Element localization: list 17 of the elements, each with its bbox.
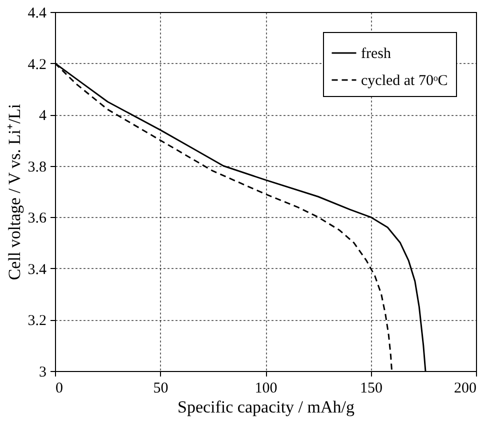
y-axis-title: Cell voltage / V vs. Li⁺/Li: [4, 104, 24, 280]
y-tick-label: 3: [39, 364, 46, 380]
y-tick-label: 4.4: [28, 6, 47, 22]
legend-label: cycled at 70ᵒC: [361, 73, 448, 89]
y-tick-label: 3.6: [28, 210, 47, 227]
y-tick-label: 3.2: [28, 313, 46, 330]
y-tick-label: 3.8: [28, 159, 46, 176]
y-tick-label: 3.4: [28, 262, 47, 278]
legend-label: fresh: [361, 46, 392, 62]
x-tick-label: 150: [360, 380, 382, 396]
x-tick-label: 200: [454, 380, 476, 396]
y-tick-label: 4.2: [28, 56, 46, 73]
x-tick-label: 50: [153, 380, 168, 396]
x-tick-label: 100: [254, 380, 278, 396]
x-axis-title: Specific capacity / mAh/g: [177, 398, 356, 416]
x-tick-label: 0: [56, 380, 63, 396]
y-tick-label: 4: [39, 108, 47, 124]
